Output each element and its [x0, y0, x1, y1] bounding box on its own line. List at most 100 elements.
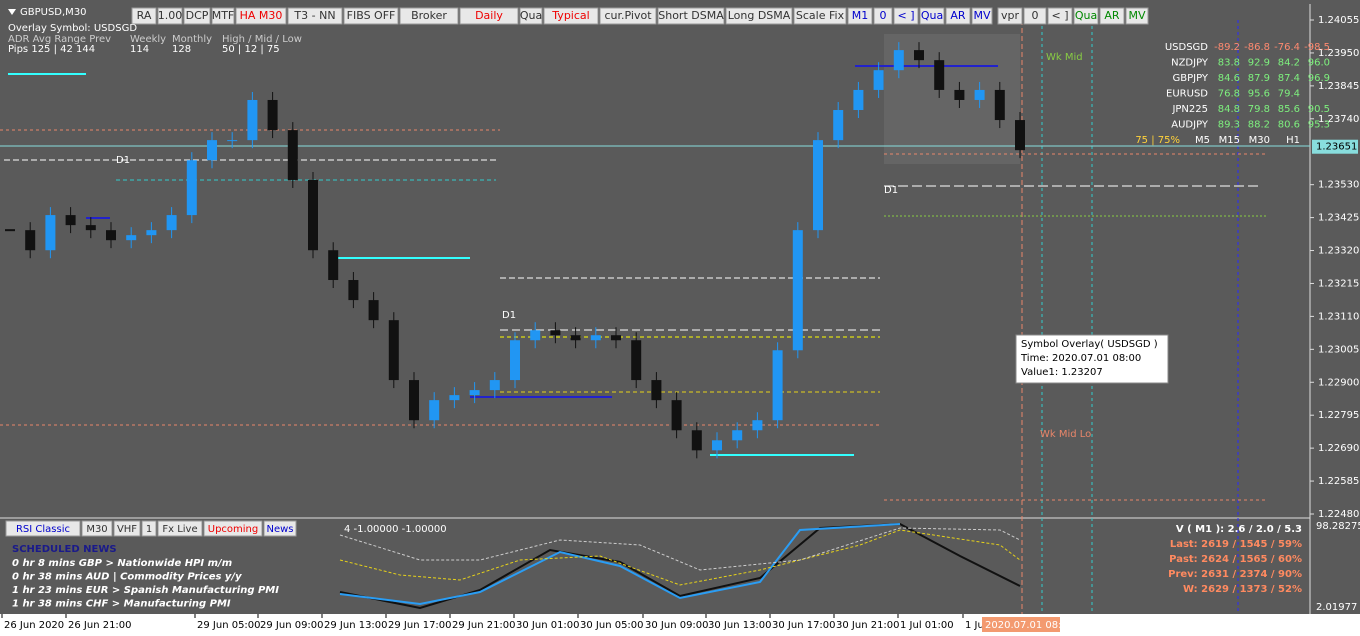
toolbar-button[interactable] [971, 7, 993, 25]
indicator-tab[interactable] [81, 520, 113, 537]
toolbar-button-label[interactable]: 0 [880, 9, 887, 22]
toolbar-button-label[interactable]: < ] [897, 9, 914, 22]
candle [510, 340, 520, 381]
toolbar-button[interactable] [847, 7, 873, 25]
toolbar-button-label[interactable]: FIBS OFF [347, 9, 396, 22]
timeframe-label: M15 [1219, 135, 1240, 146]
toolbar-button[interactable] [945, 7, 971, 25]
chart-label: Wk Mid [1046, 52, 1083, 63]
toolbar-button[interactable] [919, 7, 945, 25]
toolbar-button[interactable] [459, 7, 519, 25]
toolbar-button-label[interactable]: Scale Fix [796, 9, 845, 22]
toolbar-button[interactable] [1047, 7, 1073, 25]
toolbar-button[interactable] [235, 7, 287, 25]
toolbar-button[interactable] [543, 7, 599, 25]
header-text: 128 [172, 44, 191, 55]
toolbar-button-label[interactable]: HA M30 [240, 9, 283, 22]
toolbar-button[interactable] [1073, 7, 1099, 25]
toolbar-button[interactable] [997, 7, 1023, 25]
indicator-tab[interactable] [113, 520, 141, 537]
timeframe-label: H1 [1286, 135, 1300, 146]
toolbar-button[interactable] [131, 7, 157, 25]
toolbar-button-label[interactable]: Short DSMA [658, 9, 724, 22]
toolbar-button-label[interactable]: MV [973, 9, 990, 22]
symbol-value: 84.6 [1218, 73, 1240, 84]
toolbar-button[interactable] [873, 7, 893, 25]
indicator-tab-label[interactable]: RSI Classic [16, 524, 70, 535]
toolbar-button-label[interactable]: Typical [551, 9, 589, 22]
toolbar-button-label[interactable]: Qua [520, 9, 542, 22]
indicator-tab[interactable] [263, 520, 297, 537]
symbol-value: -98.5 [1304, 42, 1330, 53]
indicator-tab-label[interactable]: M30 [86, 524, 107, 535]
symbol-value: 90.5 [1308, 104, 1330, 115]
toolbar-button[interactable] [157, 7, 183, 25]
toolbar-button[interactable] [287, 7, 343, 25]
toolbar-button[interactable] [599, 7, 657, 25]
toolbar-button-label[interactable]: T3 - NN [293, 9, 335, 22]
toolbar-button[interactable] [893, 7, 919, 25]
price-tick-label: 1.22690 [1318, 443, 1359, 454]
toolbar-button-label[interactable]: DCP [186, 9, 209, 22]
toolbar-button[interactable] [1099, 7, 1125, 25]
indicator-tab[interactable] [157, 520, 203, 537]
candle [732, 430, 743, 441]
toolbar-button-label[interactable]: AR [1104, 9, 1120, 22]
toolbar-button-label[interactable]: Daily [475, 9, 503, 22]
price-tick-label: 1.22900 [1318, 377, 1359, 388]
candle [106, 230, 116, 241]
price-tick-label: 1.23215 [1318, 278, 1359, 289]
news-item: 0 hr 8 mins GBP > Nationwide HPI m/m [12, 558, 232, 569]
time-label: 1 Ju [965, 620, 984, 631]
timeframe-label: M5 [1195, 135, 1210, 146]
toolbar-button[interactable] [399, 7, 459, 25]
toolbar-button[interactable] [519, 7, 543, 25]
candle [267, 99, 278, 131]
stats-line: Past: 2624 / 1565 / 60% [1169, 554, 1302, 565]
toolbar-button-label[interactable]: 0 [1032, 9, 1039, 22]
indicator-tab-label[interactable]: News [266, 524, 293, 535]
indicator-tab-label[interactable]: Fx Live [162, 524, 197, 535]
indicator-tab[interactable] [5, 520, 81, 537]
toolbar-button[interactable] [793, 7, 847, 25]
symbol-value: -89.2 [1214, 42, 1240, 53]
toolbar-button-label[interactable]: 1.00 [158, 9, 183, 22]
candle [611, 335, 621, 341]
candle [166, 215, 177, 231]
toolbar-button-label[interactable]: vpr [1001, 9, 1019, 22]
candle [45, 215, 56, 251]
toolbar-button-label[interactable]: Long DSMA [728, 9, 791, 22]
toolbar-button-label[interactable]: MTF [212, 9, 235, 22]
toolbar-button[interactable] [1125, 7, 1149, 25]
toolbar-button[interactable] [211, 7, 235, 25]
symbol-value: 89.3 [1218, 120, 1240, 131]
toolbar-button-label[interactable]: < ] [1051, 9, 1068, 22]
indicator-tab-label[interactable]: Upcoming [208, 524, 259, 535]
indicator-band [339, 527, 1021, 571]
toolbar-button[interactable] [725, 7, 793, 25]
toolbar-button-label[interactable]: Qua [921, 9, 943, 22]
indicator-tab[interactable] [203, 520, 263, 537]
toolbar-button-label[interactable]: Qua [1075, 9, 1097, 22]
toolbar-button-label[interactable]: Broker [411, 9, 447, 22]
indicator-tab[interactable] [141, 520, 157, 537]
candle [287, 130, 298, 180]
toolbar-button[interactable] [183, 7, 211, 25]
chart-label: D1 [884, 185, 898, 196]
toolbar-button[interactable] [343, 7, 399, 25]
symbol-value: 80.6 [1278, 120, 1300, 131]
indicator-tab-label[interactable]: 1 [146, 524, 152, 535]
toolbar-button-label[interactable]: cur.Pivot [604, 9, 652, 22]
symbol-value: 84.8 [1218, 104, 1240, 115]
toolbar-button-label[interactable]: M1 [852, 9, 869, 22]
toolbar-button[interactable] [657, 7, 725, 25]
indicator-tab-label[interactable]: VHF [117, 524, 137, 535]
toolbar-button-label[interactable]: MV [1128, 9, 1145, 22]
time-label: 29 Jun 21:00 [452, 620, 516, 631]
toolbar-button-label[interactable]: RA [137, 9, 152, 22]
current-price-label: 1.23651 [1316, 142, 1357, 153]
toolbar-button[interactable] [1023, 7, 1047, 25]
toolbar-button-label[interactable]: AR [950, 9, 966, 22]
candle [85, 225, 96, 231]
candle [914, 50, 924, 61]
